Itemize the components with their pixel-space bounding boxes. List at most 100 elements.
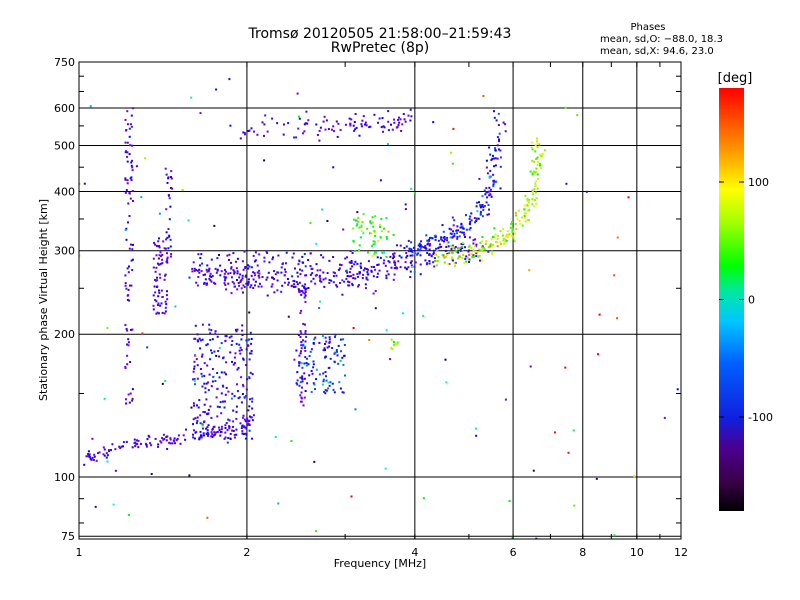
echo-point: [215, 396, 218, 399]
echo-point: [267, 271, 270, 274]
echo-point: [130, 161, 133, 164]
echo-point: [488, 146, 491, 149]
echo-point: [500, 243, 502, 245]
echo-point: [164, 300, 167, 303]
echo-point: [343, 280, 346, 283]
echo-point: [457, 251, 460, 254]
echo-point: [535, 202, 538, 205]
echo-point: [248, 423, 251, 426]
echo-point: [299, 273, 302, 276]
echo-point: [358, 249, 360, 251]
echo-point: [254, 251, 257, 254]
echo-point: [490, 159, 493, 161]
echo-point: [92, 459, 95, 461]
echo-point: [245, 388, 248, 391]
echo-point: [359, 236, 362, 239]
echo-point: [429, 243, 432, 246]
echo-point: [124, 177, 127, 180]
echo-point: [240, 338, 243, 341]
echo-point: [263, 123, 266, 126]
echo-point: [124, 324, 127, 326]
echo-point: [220, 425, 223, 428]
echo-point: [303, 287, 306, 290]
echo-point: [207, 424, 210, 427]
echo-point: [613, 274, 616, 277]
echo-point: [373, 251, 376, 254]
echo-point: [310, 391, 313, 393]
echo-point: [155, 279, 157, 282]
echo-point: [110, 449, 112, 451]
echo-point: [292, 252, 295, 255]
echo-point: [382, 130, 384, 133]
echo-point: [310, 370, 313, 372]
echo-point: [287, 283, 290, 286]
echo-point: [373, 231, 376, 234]
echo-point: [248, 311, 251, 314]
echo-point: [193, 360, 196, 363]
echo-point: [535, 197, 538, 200]
echo-point: [365, 268, 368, 270]
echo-point: [393, 121, 396, 124]
echo-point: [106, 327, 109, 329]
echo-point: [535, 167, 538, 170]
echo-point: [479, 206, 482, 209]
echo-point: [199, 112, 202, 115]
echo-point: [504, 398, 507, 401]
y-tick-label: 500: [54, 140, 75, 153]
echo-point: [322, 349, 325, 352]
echo-point: [283, 281, 286, 284]
echo-point: [219, 401, 222, 404]
echo-point: [526, 209, 529, 212]
echo-point: [232, 420, 235, 423]
echo-point: [445, 381, 448, 384]
echo-point: [155, 300, 158, 303]
echo-point: [244, 133, 246, 136]
echo-point: [131, 144, 134, 147]
echo-point: [300, 293, 303, 296]
echo-point: [461, 245, 464, 248]
echo-point: [226, 254, 229, 257]
echo-point: [313, 460, 316, 463]
echo-point: [374, 290, 377, 292]
echo-point: [473, 217, 476, 219]
echo-point: [344, 374, 346, 377]
echo-point: [450, 232, 453, 235]
echo-point: [129, 144, 132, 147]
echo-point: [242, 284, 245, 287]
echo-point: [205, 427, 208, 430]
echo-point: [492, 173, 495, 176]
echo-point: [360, 125, 363, 128]
echo-point: [239, 279, 242, 282]
echo-point: [125, 238, 128, 241]
echo-point: [306, 122, 309, 125]
echo-point: [459, 255, 462, 258]
echo-point: [213, 281, 216, 284]
echo-point: [366, 273, 369, 276]
echo-point: [91, 456, 94, 459]
echo-point: [232, 363, 235, 366]
echo-point: [350, 260, 353, 262]
echo-point: [274, 436, 277, 438]
echo-point: [296, 379, 299, 382]
echo-point: [199, 339, 202, 342]
echo-point: [616, 317, 619, 320]
echo-point: [392, 253, 395, 256]
echo-point: [380, 126, 383, 129]
echo-point: [434, 238, 437, 241]
echo-point: [485, 159, 488, 162]
echo-point: [489, 245, 492, 247]
echo-point: [385, 217, 388, 220]
echo-point: [163, 247, 166, 250]
echo-point: [125, 328, 128, 330]
echo-point: [245, 433, 248, 436]
echo-point: [531, 190, 534, 193]
echo-point: [195, 269, 198, 271]
echo-point: [203, 411, 206, 414]
echo-point: [318, 341, 321, 344]
echo-point: [482, 209, 485, 211]
echo-point: [458, 247, 461, 249]
echo-point: [131, 107, 134, 110]
echo-point: [128, 135, 131, 138]
echo-point: [213, 431, 216, 434]
echo-point: [310, 348, 313, 351]
